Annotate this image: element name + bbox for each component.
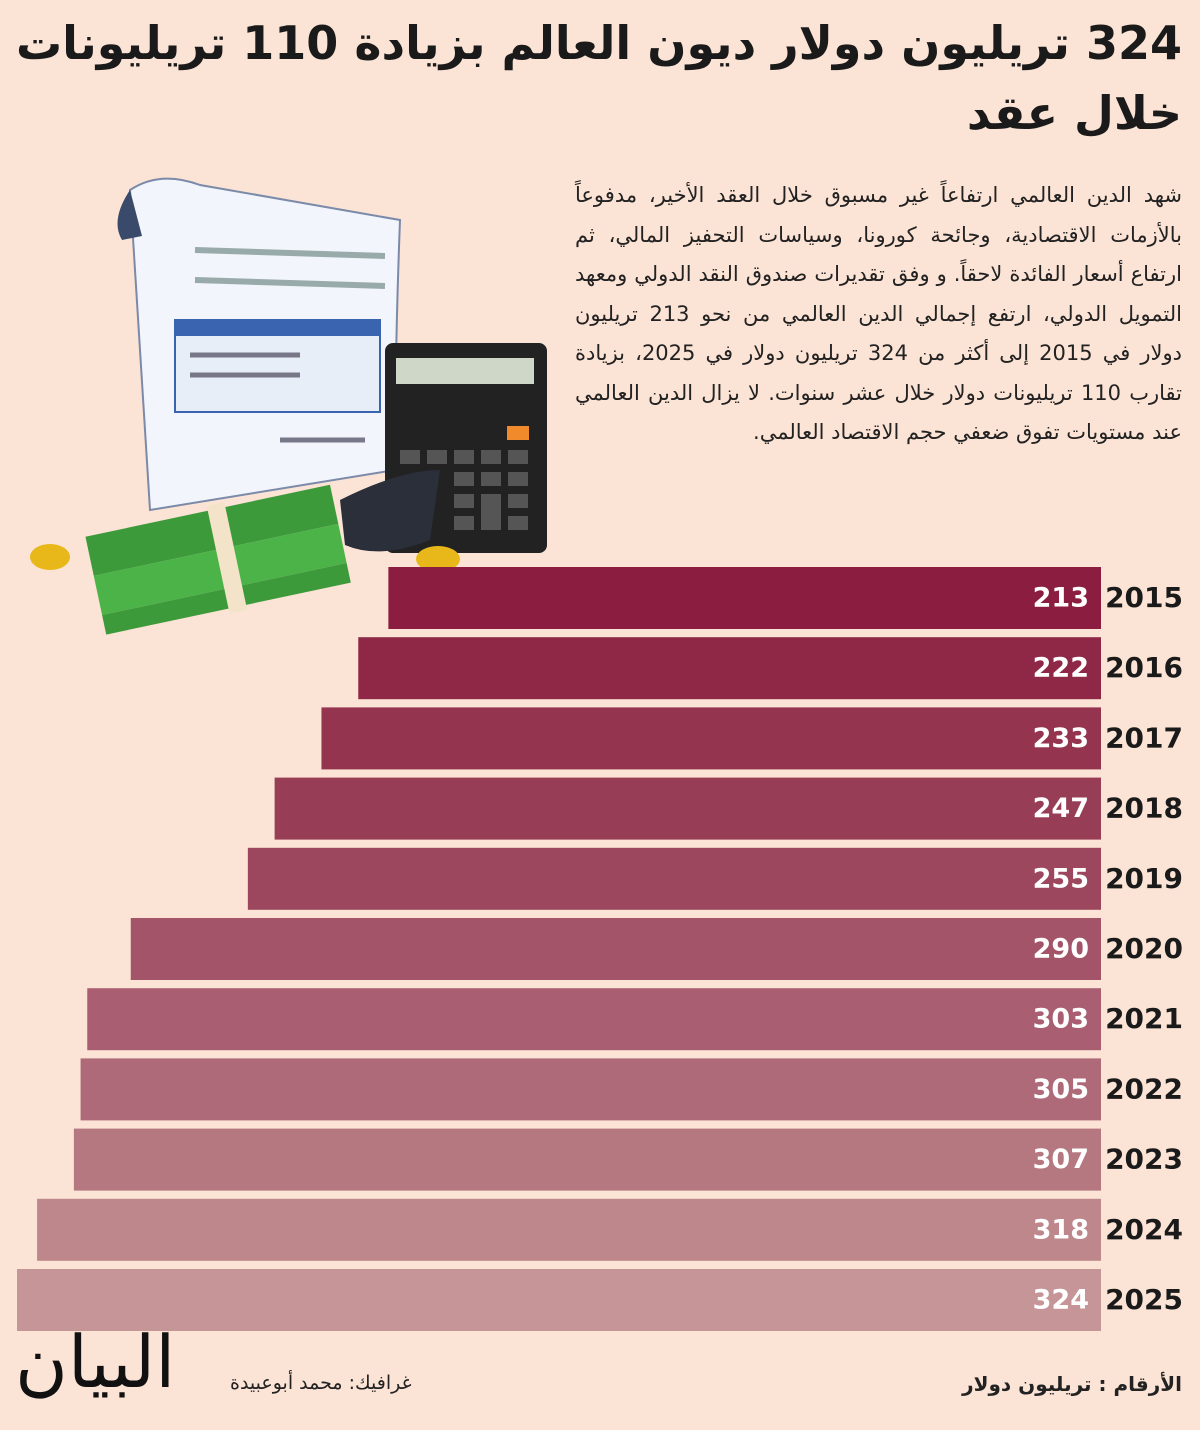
bar	[80, 1058, 1102, 1121]
value-label: 324	[1033, 1285, 1089, 1316]
bar	[388, 567, 1101, 629]
illustration	[30, 177, 547, 635]
bar	[130, 918, 1102, 980]
bar	[73, 1128, 1101, 1191]
value-label: 318	[1033, 1214, 1089, 1245]
bar	[87, 988, 1101, 1051]
category-label: 2021	[1105, 1002, 1183, 1035]
logo: البيان	[15, 1320, 176, 1404]
category-label: 2024	[1105, 1213, 1183, 1246]
category-label: 2017	[1105, 721, 1183, 754]
category-label: 2025	[1105, 1283, 1183, 1316]
bar	[321, 707, 1101, 770]
bar	[274, 777, 1101, 840]
value-label: 247	[1033, 793, 1089, 824]
value-label: 303	[1033, 1004, 1089, 1035]
description: شهد الدين العالمي ارتفاعاً غير مسبوق خلا…	[575, 183, 1183, 444]
bar	[358, 637, 1101, 700]
bar	[247, 847, 1101, 910]
category-label: 2020	[1105, 932, 1183, 965]
value-label: 255	[1033, 863, 1089, 894]
category-label: 2015	[1105, 581, 1183, 614]
unit-note: الأرقام : تريليون دولار	[962, 1372, 1182, 1396]
bar	[17, 1269, 1101, 1331]
value-label: 290	[1033, 934, 1089, 965]
category-label: 2023	[1105, 1143, 1183, 1176]
credit: غرافيك: محمد أبوعبيدة	[230, 1372, 412, 1394]
value-label: 222	[1033, 653, 1089, 684]
value-label: 305	[1033, 1074, 1089, 1105]
category-label: 2019	[1105, 862, 1183, 895]
value-label: 307	[1033, 1144, 1089, 1175]
category-label: 2016	[1105, 651, 1183, 684]
category-label: 2018	[1105, 792, 1183, 825]
bar	[37, 1198, 1101, 1261]
category-label: 2022	[1105, 1072, 1183, 1105]
value-label: 213	[1033, 583, 1089, 614]
chart-title: 324 تريليون دولار ديون العالم بزيادة 110…	[15, 16, 1182, 140]
value-label: 233	[1033, 723, 1089, 754]
